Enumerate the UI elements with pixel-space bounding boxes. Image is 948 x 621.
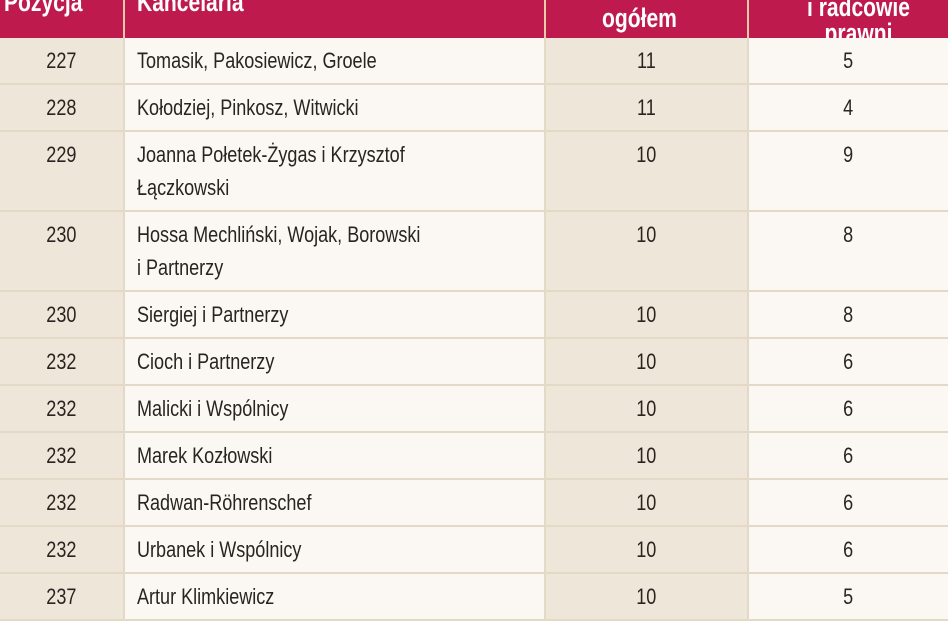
table-row: 232 Urbanek i Wspólnicy 10 6 xyxy=(0,526,948,574)
cell-lawyers: 5 xyxy=(748,38,948,85)
cell-firm: Urbanek i Wspólnicy xyxy=(124,526,546,574)
cell-lawyers: 5 xyxy=(748,573,948,621)
table-row: 228 Kołodziej, Pinkosz, Witwicki 11 4 xyxy=(0,84,948,132)
cell-position: 232 xyxy=(0,385,125,433)
cell-position: 237 xyxy=(0,573,125,621)
cell-position: 230 xyxy=(0,291,125,339)
cell-position: 230 xyxy=(0,211,125,292)
table-row: 230 Hossa Mechliński, Wojak, Borowski i Pa… xyxy=(0,211,948,292)
cell-position: 232 xyxy=(0,338,125,386)
cell-total: 10 xyxy=(545,131,749,212)
table-row: 232 Cioch i Partnerzy 10 6 xyxy=(0,338,948,386)
cell-position: 232 xyxy=(0,479,125,527)
cell-total: 11 xyxy=(545,84,749,132)
cell-firm: Marek Kozłowski xyxy=(124,432,546,480)
table-row: 237 Artur Klimkiewicz 10 5 xyxy=(0,573,948,621)
cell-lawyers: 8 xyxy=(748,211,948,292)
cell-position: 228 xyxy=(0,84,125,132)
cell-total: 11 xyxy=(545,38,749,85)
cell-firm: Hossa Mechliński, Wojak, Borowski i Partn… xyxy=(124,211,546,292)
cell-total: 10 xyxy=(545,385,749,433)
header-total: ogółem xyxy=(545,0,749,38)
cell-position: 227 xyxy=(0,38,125,85)
cell-lawyers: 9 xyxy=(748,131,948,212)
table-row: 232 Marek Kozłowski 10 6 xyxy=(0,432,948,480)
cell-firm: Kołodziej, Pinkosz, Witwicki xyxy=(124,84,546,132)
cell-position: 232 xyxy=(0,526,125,574)
cell-position: 232 xyxy=(0,432,125,480)
cell-total: 10 xyxy=(545,211,749,292)
table-row: 230 Siergiej i Partnerzy 10 8 xyxy=(0,291,948,339)
cell-firm: Artur Klimkiewicz xyxy=(124,573,546,621)
cell-firm: Joanna Połetek-Żygas i Krzysztof Łączkows… xyxy=(124,131,546,212)
cell-firm: Malicki i Wspólnicy xyxy=(124,385,546,433)
table-row: 229 Joanna Połetek-Żygas i Krzysztof Łączk… xyxy=(0,131,948,212)
cell-lawyers: 6 xyxy=(748,479,948,527)
header-firm: Kancelaria xyxy=(124,0,546,38)
cell-firm: Cioch i Partnerzy xyxy=(124,338,546,386)
cell-total: 10 xyxy=(545,526,749,574)
cell-firm: Tomasik, Pakosiewicz, Groele xyxy=(124,38,546,85)
header-position: Pozycja xyxy=(0,0,125,38)
cell-lawyers: 8 xyxy=(748,291,948,339)
table-row: 232 Radwan-Röhrenschef 10 6 xyxy=(0,479,948,527)
cell-total: 10 xyxy=(545,338,749,386)
table-row: 232 Malicki i Wspólnicy 10 6 xyxy=(0,385,948,433)
cell-total: 10 xyxy=(545,573,749,621)
cell-lawyers: 6 xyxy=(748,526,948,574)
cell-firm: Radwan-Röhrenschef xyxy=(124,479,546,527)
cell-lawyers: 6 xyxy=(748,385,948,433)
table-header: Pozycja Kancelaria ogółem i radcowie praw… xyxy=(0,0,948,38)
cell-firm: Siergiej i Partnerzy xyxy=(124,291,546,339)
cell-total: 10 xyxy=(545,432,749,480)
cell-total: 10 xyxy=(545,291,749,339)
cell-total: 10 xyxy=(545,479,749,527)
header-lawyers: i radcowie prawni xyxy=(748,0,948,38)
cell-position: 229 xyxy=(0,131,125,212)
cell-lawyers: 6 xyxy=(748,338,948,386)
cell-lawyers: 6 xyxy=(748,432,948,480)
table-row: 227 Tomasik, Pakosiewicz, Groele 11 5 xyxy=(0,38,948,85)
cell-lawyers: 4 xyxy=(748,84,948,132)
